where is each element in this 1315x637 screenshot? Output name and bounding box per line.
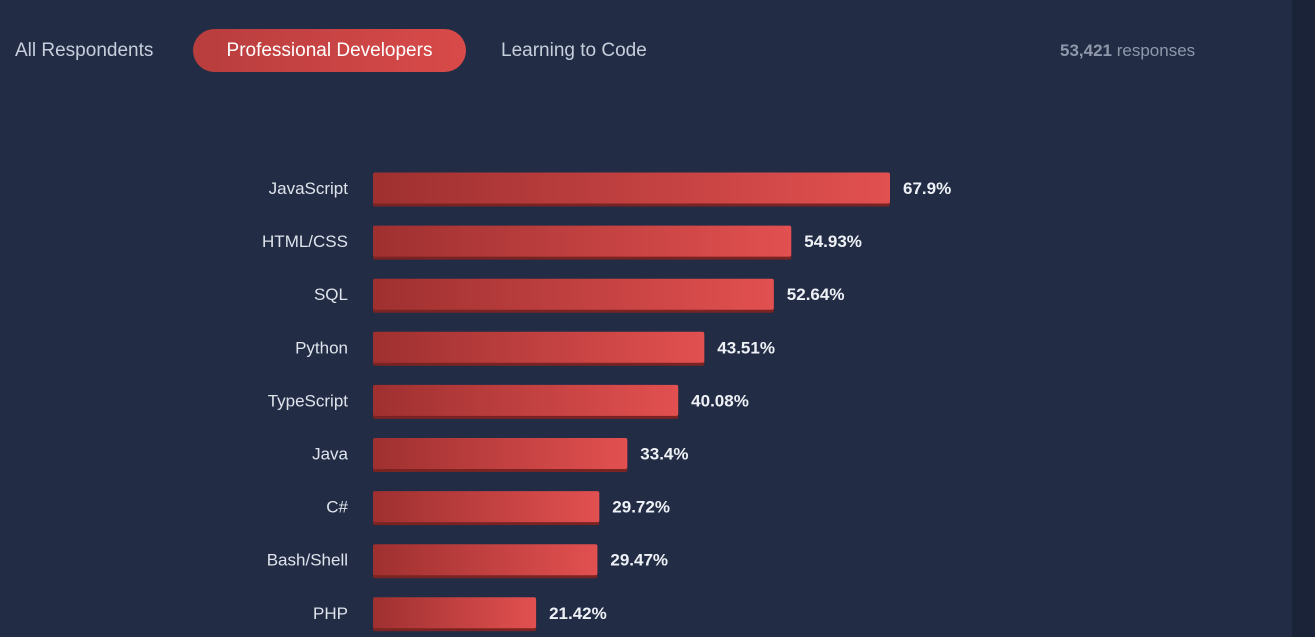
value-label: 21.42% bbox=[549, 604, 607, 623]
value-label: 52.64% bbox=[787, 285, 845, 304]
value-label: 43.51% bbox=[717, 338, 775, 357]
responses-number: 53,421 bbox=[1060, 41, 1112, 60]
value-label: 33.4% bbox=[640, 445, 688, 464]
value-label: 40.08% bbox=[691, 391, 749, 410]
bar-row-java: Java 33.4% bbox=[312, 438, 689, 472]
category-label: SQL bbox=[314, 285, 348, 304]
tab-professional-developers[interactable]: Professional Developers bbox=[193, 29, 466, 72]
bar-row-python: Python 43.51% bbox=[295, 331, 775, 366]
category-label: Python bbox=[295, 338, 348, 357]
category-label: C# bbox=[326, 498, 348, 517]
bars-group: JavaScript 67.9% HTML/CSS 54.93% SQL 52.64% Py… bbox=[262, 172, 951, 632]
responses-count: 53,421 responses bbox=[1060, 29, 1195, 72]
value-label: 29.72% bbox=[612, 498, 670, 517]
bar[interactable] bbox=[373, 225, 792, 257]
category-label: HTML/CSS bbox=[262, 232, 348, 251]
bar-row-c: C# 29.72% bbox=[326, 491, 670, 526]
category-label: JavaScript bbox=[269, 179, 349, 198]
bar-row-php: PHP 21.42% bbox=[313, 597, 607, 632]
bar-row-bash-shell: Bash/Shell 29.47% bbox=[267, 544, 668, 579]
value-label: 54.93% bbox=[804, 232, 862, 251]
tab-all-respondents[interactable]: All Respondents bbox=[15, 40, 154, 61]
bar-row-javascript: JavaScript 67.9% bbox=[269, 172, 951, 207]
bar-row-sql: SQL 52.64% bbox=[314, 278, 845, 313]
bar[interactable] bbox=[373, 544, 598, 576]
bar[interactable] bbox=[373, 597, 537, 629]
bar[interactable] bbox=[373, 438, 628, 469]
bar[interactable] bbox=[373, 172, 890, 204]
responses-label: responses bbox=[1116, 41, 1196, 60]
category-label: TypeScript bbox=[268, 391, 349, 410]
bar[interactable] bbox=[373, 278, 774, 310]
bar-row-typescript: TypeScript 40.08% bbox=[268, 384, 749, 419]
bar[interactable] bbox=[373, 331, 705, 363]
bar-row-html-css: HTML/CSS 54.93% bbox=[262, 225, 862, 260]
value-label: 29.47% bbox=[610, 551, 668, 570]
tab-learning-to-code[interactable]: Learning to Code bbox=[501, 40, 647, 61]
bar[interactable] bbox=[373, 384, 679, 416]
category-label: PHP bbox=[313, 604, 348, 623]
value-label: 67.9% bbox=[903, 179, 951, 198]
category-label: Java bbox=[312, 445, 348, 464]
category-label: Bash/Shell bbox=[267, 551, 348, 570]
scroll-edge bbox=[1292, 0, 1315, 637]
bar[interactable] bbox=[373, 491, 600, 523]
